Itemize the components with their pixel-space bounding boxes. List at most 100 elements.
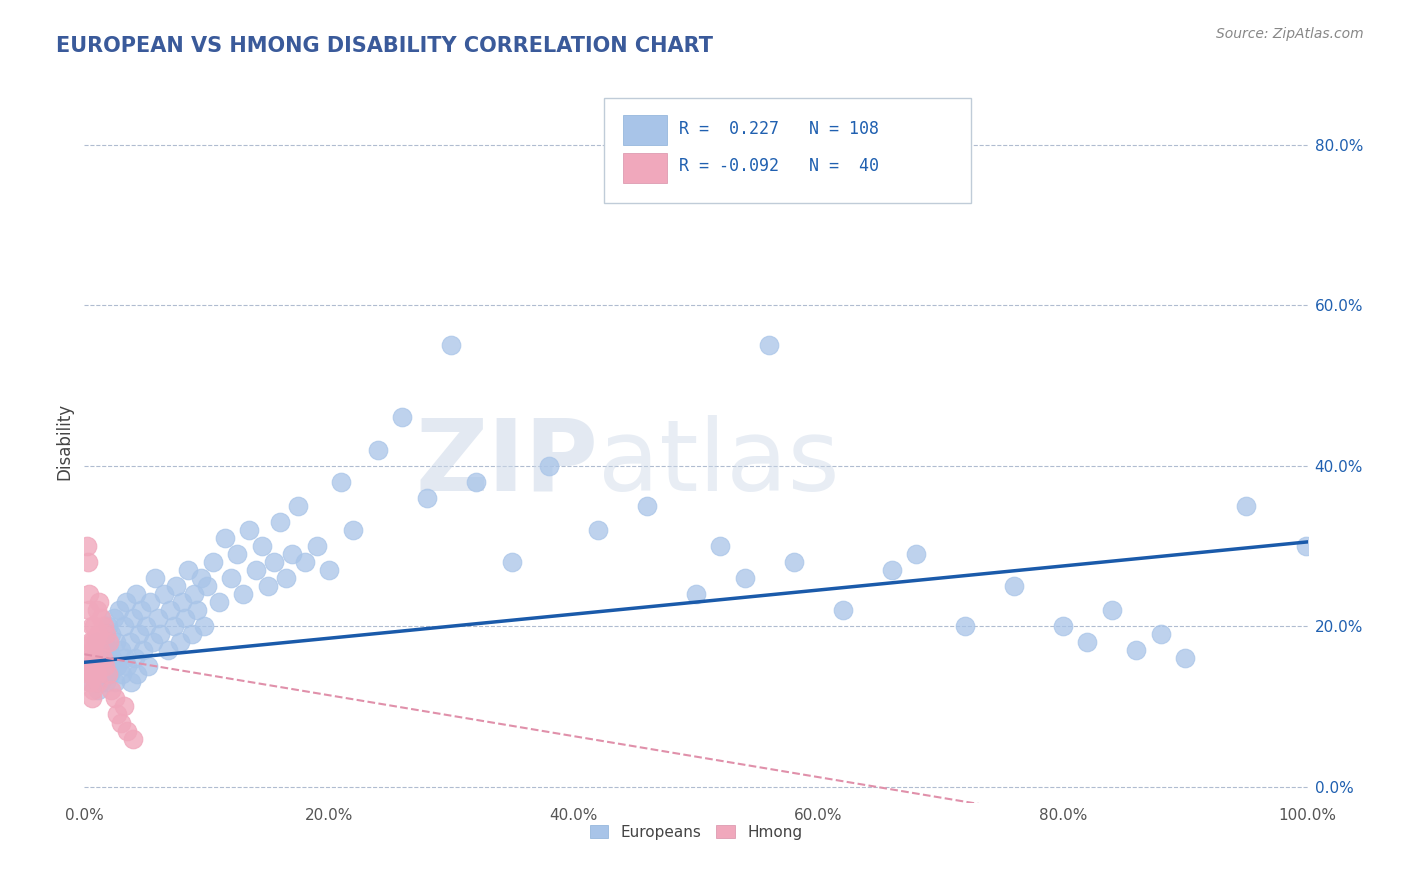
Point [163,619,186,633]
Point [83,667,105,681]
Point [91,651,114,665]
Point [208,595,231,609]
Point [165,579,187,593]
Point [734,571,756,585]
Point [125,667,148,681]
Point [87,683,110,698]
Point [195,579,218,593]
Point [86,667,108,681]
Point [122,611,145,625]
Point [77,603,100,617]
Point [416,491,439,505]
Point [110,715,132,730]
Point [709,539,731,553]
Point [87,643,110,657]
Text: ZIP: ZIP [415,415,598,512]
Point [96,675,118,690]
Point [193,619,215,633]
Point [110,643,132,657]
Point [115,595,138,609]
Point [276,571,298,585]
Point [77,659,100,673]
Point [294,555,316,569]
Point [79,675,101,690]
Point [111,667,134,681]
Point [232,587,254,601]
Point [190,571,212,585]
Point [79,635,101,649]
Point [86,603,108,617]
Point [1236,499,1258,513]
Point [172,595,194,609]
Point [84,659,107,673]
Point [77,667,100,681]
Legend: Europeans, Hmong: Europeans, Hmong [583,819,808,846]
Point [135,619,157,633]
Point [105,707,128,722]
Point [105,635,128,649]
Point [880,563,903,577]
Point [80,619,103,633]
Point [112,699,135,714]
Point [153,587,176,601]
Point [90,675,112,690]
Point [502,555,524,569]
Point [226,547,249,561]
Point [257,579,280,593]
FancyBboxPatch shape [623,153,666,183]
Point [953,619,976,633]
Point [159,603,181,617]
Point [90,611,112,625]
Point [1295,539,1317,553]
Point [91,651,114,665]
Point [464,475,486,489]
Point [82,659,104,673]
Point [115,723,138,738]
Point [89,643,111,657]
Point [538,458,561,473]
FancyBboxPatch shape [605,98,972,203]
Point [94,635,117,649]
Point [83,619,105,633]
Point [129,603,152,617]
Point [139,595,162,609]
Point [758,338,780,352]
Point [82,643,104,657]
Point [83,651,105,665]
Text: R =  0.227   N = 108: R = 0.227 N = 108 [679,120,879,137]
Point [97,619,120,633]
Point [86,651,108,665]
Point [120,675,142,690]
Point [94,659,117,673]
Point [142,635,165,649]
Point [281,547,304,561]
Point [173,611,195,625]
Point [636,499,658,513]
Point [391,410,413,425]
Point [80,691,103,706]
Point [115,659,138,673]
Point [143,571,166,585]
Point [783,555,806,569]
Point [685,587,707,601]
Point [97,659,120,673]
Point [80,659,103,673]
Point [125,587,148,601]
Point [342,523,364,537]
Point [122,731,145,746]
Point [183,587,205,601]
Point [1076,635,1098,649]
Point [79,675,101,690]
Point [831,603,853,617]
Point [132,643,155,657]
Point [214,531,236,545]
Point [330,475,353,489]
Point [250,539,273,553]
Point [287,499,309,513]
Point [1174,651,1197,665]
Text: atlas: atlas [598,415,839,512]
Point [100,683,122,698]
Point [97,667,120,681]
Point [93,619,115,633]
Text: EUROPEAN VS HMONG DISABILITY CORRELATION CHART: EUROPEAN VS HMONG DISABILITY CORRELATION… [56,36,713,55]
